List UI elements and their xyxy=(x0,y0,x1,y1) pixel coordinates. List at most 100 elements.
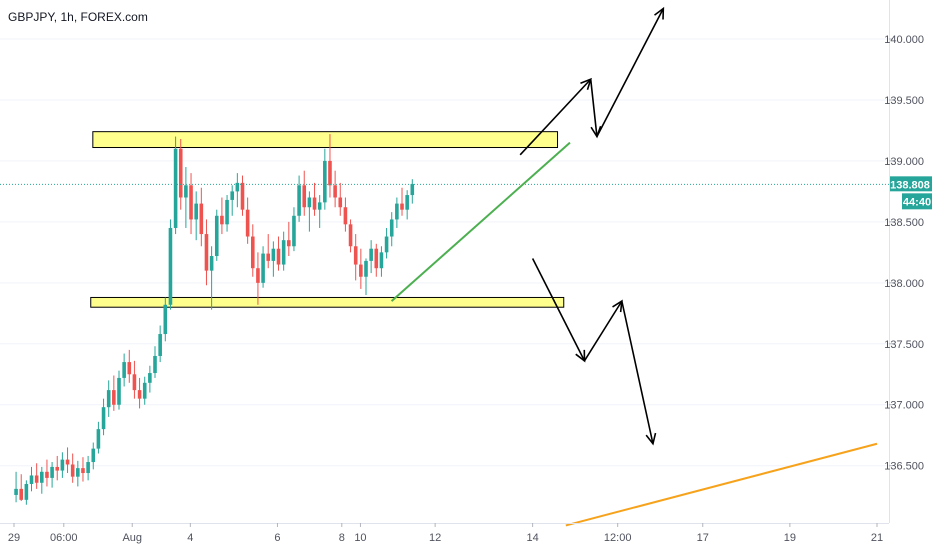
candle-body xyxy=(96,429,101,449)
candle-body xyxy=(204,234,209,271)
candle-body xyxy=(153,355,157,374)
candle-body xyxy=(405,195,409,210)
green-trendline[interactable] xyxy=(390,141,571,302)
candle-body xyxy=(312,197,317,210)
candle-body xyxy=(55,466,60,471)
candle-body xyxy=(276,248,281,265)
candle-body xyxy=(106,390,111,408)
bullish-arrow-segment[interactable] xyxy=(596,8,665,137)
candle-body xyxy=(122,362,126,378)
time-tick-label: 21 xyxy=(871,532,883,544)
candle-body xyxy=(199,203,204,235)
candle-body xyxy=(250,236,255,269)
price-tick-label: 139.500 xyxy=(884,95,924,107)
candle-body xyxy=(60,459,65,471)
bullish-arrow-segment[interactable] xyxy=(589,79,598,137)
candle-body xyxy=(230,191,235,200)
countdown-badge-bg xyxy=(902,193,932,210)
price-axis[interactable]: 140.000 139.500 139.000 138.500 138.000 137.5… xyxy=(884,34,924,473)
candle-body xyxy=(400,203,404,210)
bearish-arrow-segment[interactable] xyxy=(621,300,654,444)
candle-body xyxy=(50,466,54,478)
candle-body xyxy=(287,240,291,247)
price-tick-label: 139.000 xyxy=(884,156,924,168)
candle-body xyxy=(184,185,188,198)
candle-body xyxy=(369,248,373,261)
bullish-arrow-segment[interactable] xyxy=(519,78,592,156)
candle-body xyxy=(333,185,337,198)
candle-body xyxy=(266,253,271,261)
candle-body xyxy=(40,471,44,483)
candle-body xyxy=(328,160,332,186)
candle-body xyxy=(225,199,229,225)
candle-body xyxy=(220,215,224,225)
price-tick-label: 137.500 xyxy=(884,339,924,351)
candle-body xyxy=(338,197,343,208)
candle-body xyxy=(256,268,260,283)
bullish-arrow-head xyxy=(654,6,665,20)
time-tick-label: 8 xyxy=(339,532,345,544)
countdown-label: 44:40 xyxy=(903,196,931,208)
candle-body xyxy=(209,256,214,271)
bullish-arrow-head xyxy=(580,77,592,90)
candle-body xyxy=(112,390,116,405)
candle-body xyxy=(19,488,24,500)
time-tick-label: 12:00 xyxy=(604,532,632,544)
candle-body xyxy=(235,182,240,192)
candle-body xyxy=(127,362,132,375)
time-tick-label: 14 xyxy=(527,532,539,544)
current-price-label: 138.808 xyxy=(890,179,930,191)
bearish-arrow-segment[interactable] xyxy=(583,300,623,362)
candle-body xyxy=(384,236,389,253)
grid xyxy=(0,38,889,467)
candles xyxy=(14,134,415,505)
candle-body xyxy=(323,160,327,203)
support-zone[interactable] xyxy=(90,296,565,308)
time-tick-label: 17 xyxy=(697,532,709,544)
time-axis[interactable]: 29 06:00 Aug 4 6 8 10 12 14 12:00 17 19 21 xyxy=(8,523,883,544)
bearish-arrow-head xyxy=(575,349,586,363)
candle-body xyxy=(142,382,147,399)
candle-body xyxy=(91,448,96,463)
candle-body xyxy=(353,246,358,265)
orange-trendline[interactable] xyxy=(565,442,878,527)
candle-body xyxy=(163,304,168,335)
candle-body xyxy=(34,475,39,483)
candle-body xyxy=(65,459,70,465)
candle-body xyxy=(45,471,49,478)
price-tick-label: 136.500 xyxy=(884,461,924,473)
candle-body xyxy=(410,184,415,196)
candle-body xyxy=(70,464,75,477)
candle-body xyxy=(307,197,312,208)
bearish-arrow-segment[interactable] xyxy=(531,258,586,362)
candle-body xyxy=(173,148,178,228)
time-tick-label: 6 xyxy=(274,532,280,544)
time-tick-label: 29 xyxy=(8,532,20,544)
chart-title: GBPJPY, 1h, FOREX.com xyxy=(8,10,148,24)
candle-body xyxy=(343,207,348,225)
candle-body xyxy=(317,202,322,210)
candle-body xyxy=(189,185,193,220)
candle-body xyxy=(148,373,152,383)
price-tick-label: 137.000 xyxy=(884,400,924,412)
candle-body xyxy=(359,264,363,277)
candle-body xyxy=(137,390,142,399)
candle-body xyxy=(81,468,85,474)
candle-body xyxy=(158,334,162,356)
candle-body xyxy=(271,248,276,261)
time-tick-label: 19 xyxy=(784,532,796,544)
candle-body xyxy=(101,407,106,430)
current-price-badge-bg xyxy=(890,176,932,192)
resistance-zone[interactable] xyxy=(92,131,559,149)
time-tick-label: 06:00 xyxy=(50,532,78,544)
candle-body xyxy=(117,377,121,405)
candle-body xyxy=(364,260,368,277)
bearish-arrow-head xyxy=(612,299,623,313)
candle-body xyxy=(178,148,183,198)
time-tick-label: Aug xyxy=(122,532,142,544)
candle-body xyxy=(29,475,34,484)
candle-body xyxy=(348,224,353,247)
candle-body xyxy=(292,215,296,247)
candle-body xyxy=(302,185,307,208)
